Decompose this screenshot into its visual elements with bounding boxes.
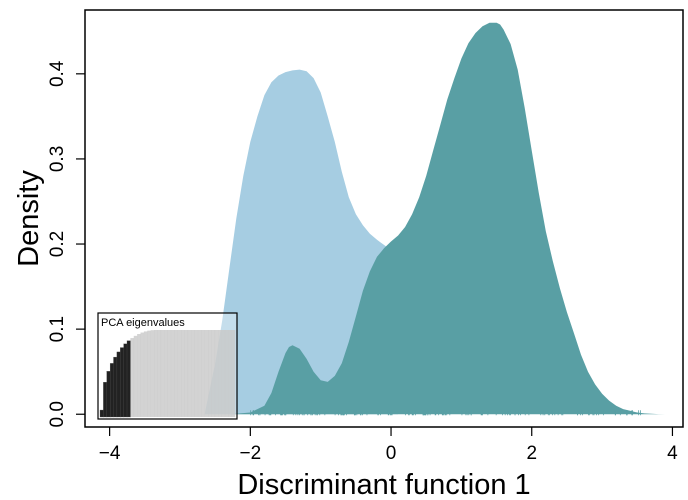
plot-frame [84,9,684,428]
eigenvalue-bar [160,330,165,417]
x-tick-label: −2 [239,443,261,464]
eigenvalue-bar [150,330,155,417]
eigenvalue-bar-retained [116,351,121,418]
inset-title: PCA eigenvalues [101,317,185,329]
eigenvalue-bar [130,338,135,417]
eigenvalue-bar [201,330,205,417]
axes: −4 −2 0 2 4 0.0 0.1 0.2 0.3 0.4 [47,60,678,464]
eigenvalue-bar [137,334,141,417]
y-tick-label: 0.4 [47,60,68,87]
eigenvalue-bar [214,330,219,417]
x-tick-label: 2 [526,443,537,464]
eigenvalue-bar [147,330,151,417]
x-tick-label: −4 [99,443,121,464]
plot-area [204,22,666,415]
x-axis-title: Discriminant function 1 [237,469,530,500]
y-tick-label: 0.3 [47,146,68,172]
inset-frame [97,312,238,420]
eigenvalue-bar [140,332,145,417]
eigenvalue-bar [197,330,202,417]
y-tick-label: 0.0 [47,401,68,427]
eigenvalue-bar [221,330,226,417]
eigenvalue-bar-retained [103,382,108,418]
eigenvalue-bar [191,330,195,417]
eigenvalue-bar [231,330,236,417]
eigenvalue-bar-retained [113,356,118,418]
eigenvalue-bar [187,330,192,417]
eigenvalue-bar-retained [126,340,131,418]
eigenvalue-bar-retained [106,371,111,418]
eigenvalue-bar [167,330,172,417]
y-axis-title: Density [13,170,45,267]
eigenvalue-bar [211,330,216,417]
eigenvalue-bar [154,330,158,417]
eigenvalue-bar [181,330,185,417]
x-tick-label: 4 [667,443,678,464]
eigenvalue-bar [143,331,148,417]
eigenvalue-bar [164,330,168,417]
eigenvalue-bar [170,330,175,417]
eigenvalue-bar-retained [109,363,114,418]
eigenvalue-bar [133,335,138,417]
eigenvalue-bar [194,330,199,417]
eigenvalue-bar [228,330,232,417]
x-tick-label: 0 [386,443,397,464]
eigenvalue-bar-retained [99,409,104,418]
eigenvalue-bar-retained [120,347,125,418]
rug-marks [250,410,641,416]
eigenvalue-bar [218,330,222,417]
eigenvalue-bar [204,330,209,417]
y-tick-label: 0.1 [47,316,68,342]
eigenvalue-bar-retained [123,343,128,418]
density-area-1 [204,69,399,415]
density-area-2 [229,22,666,415]
y-tick-label: 0.2 [47,231,68,257]
eigenvalue-bar [224,330,229,417]
eigenvalue-bar [177,330,182,417]
eigenvalue-bar [184,330,189,417]
eigenvalue-bar [157,330,162,417]
eigenvalue-bar [174,330,178,417]
eigenvalue-bar [208,330,212,417]
pca-eigenvalues-inset: PCA eigenvalues [97,312,238,420]
